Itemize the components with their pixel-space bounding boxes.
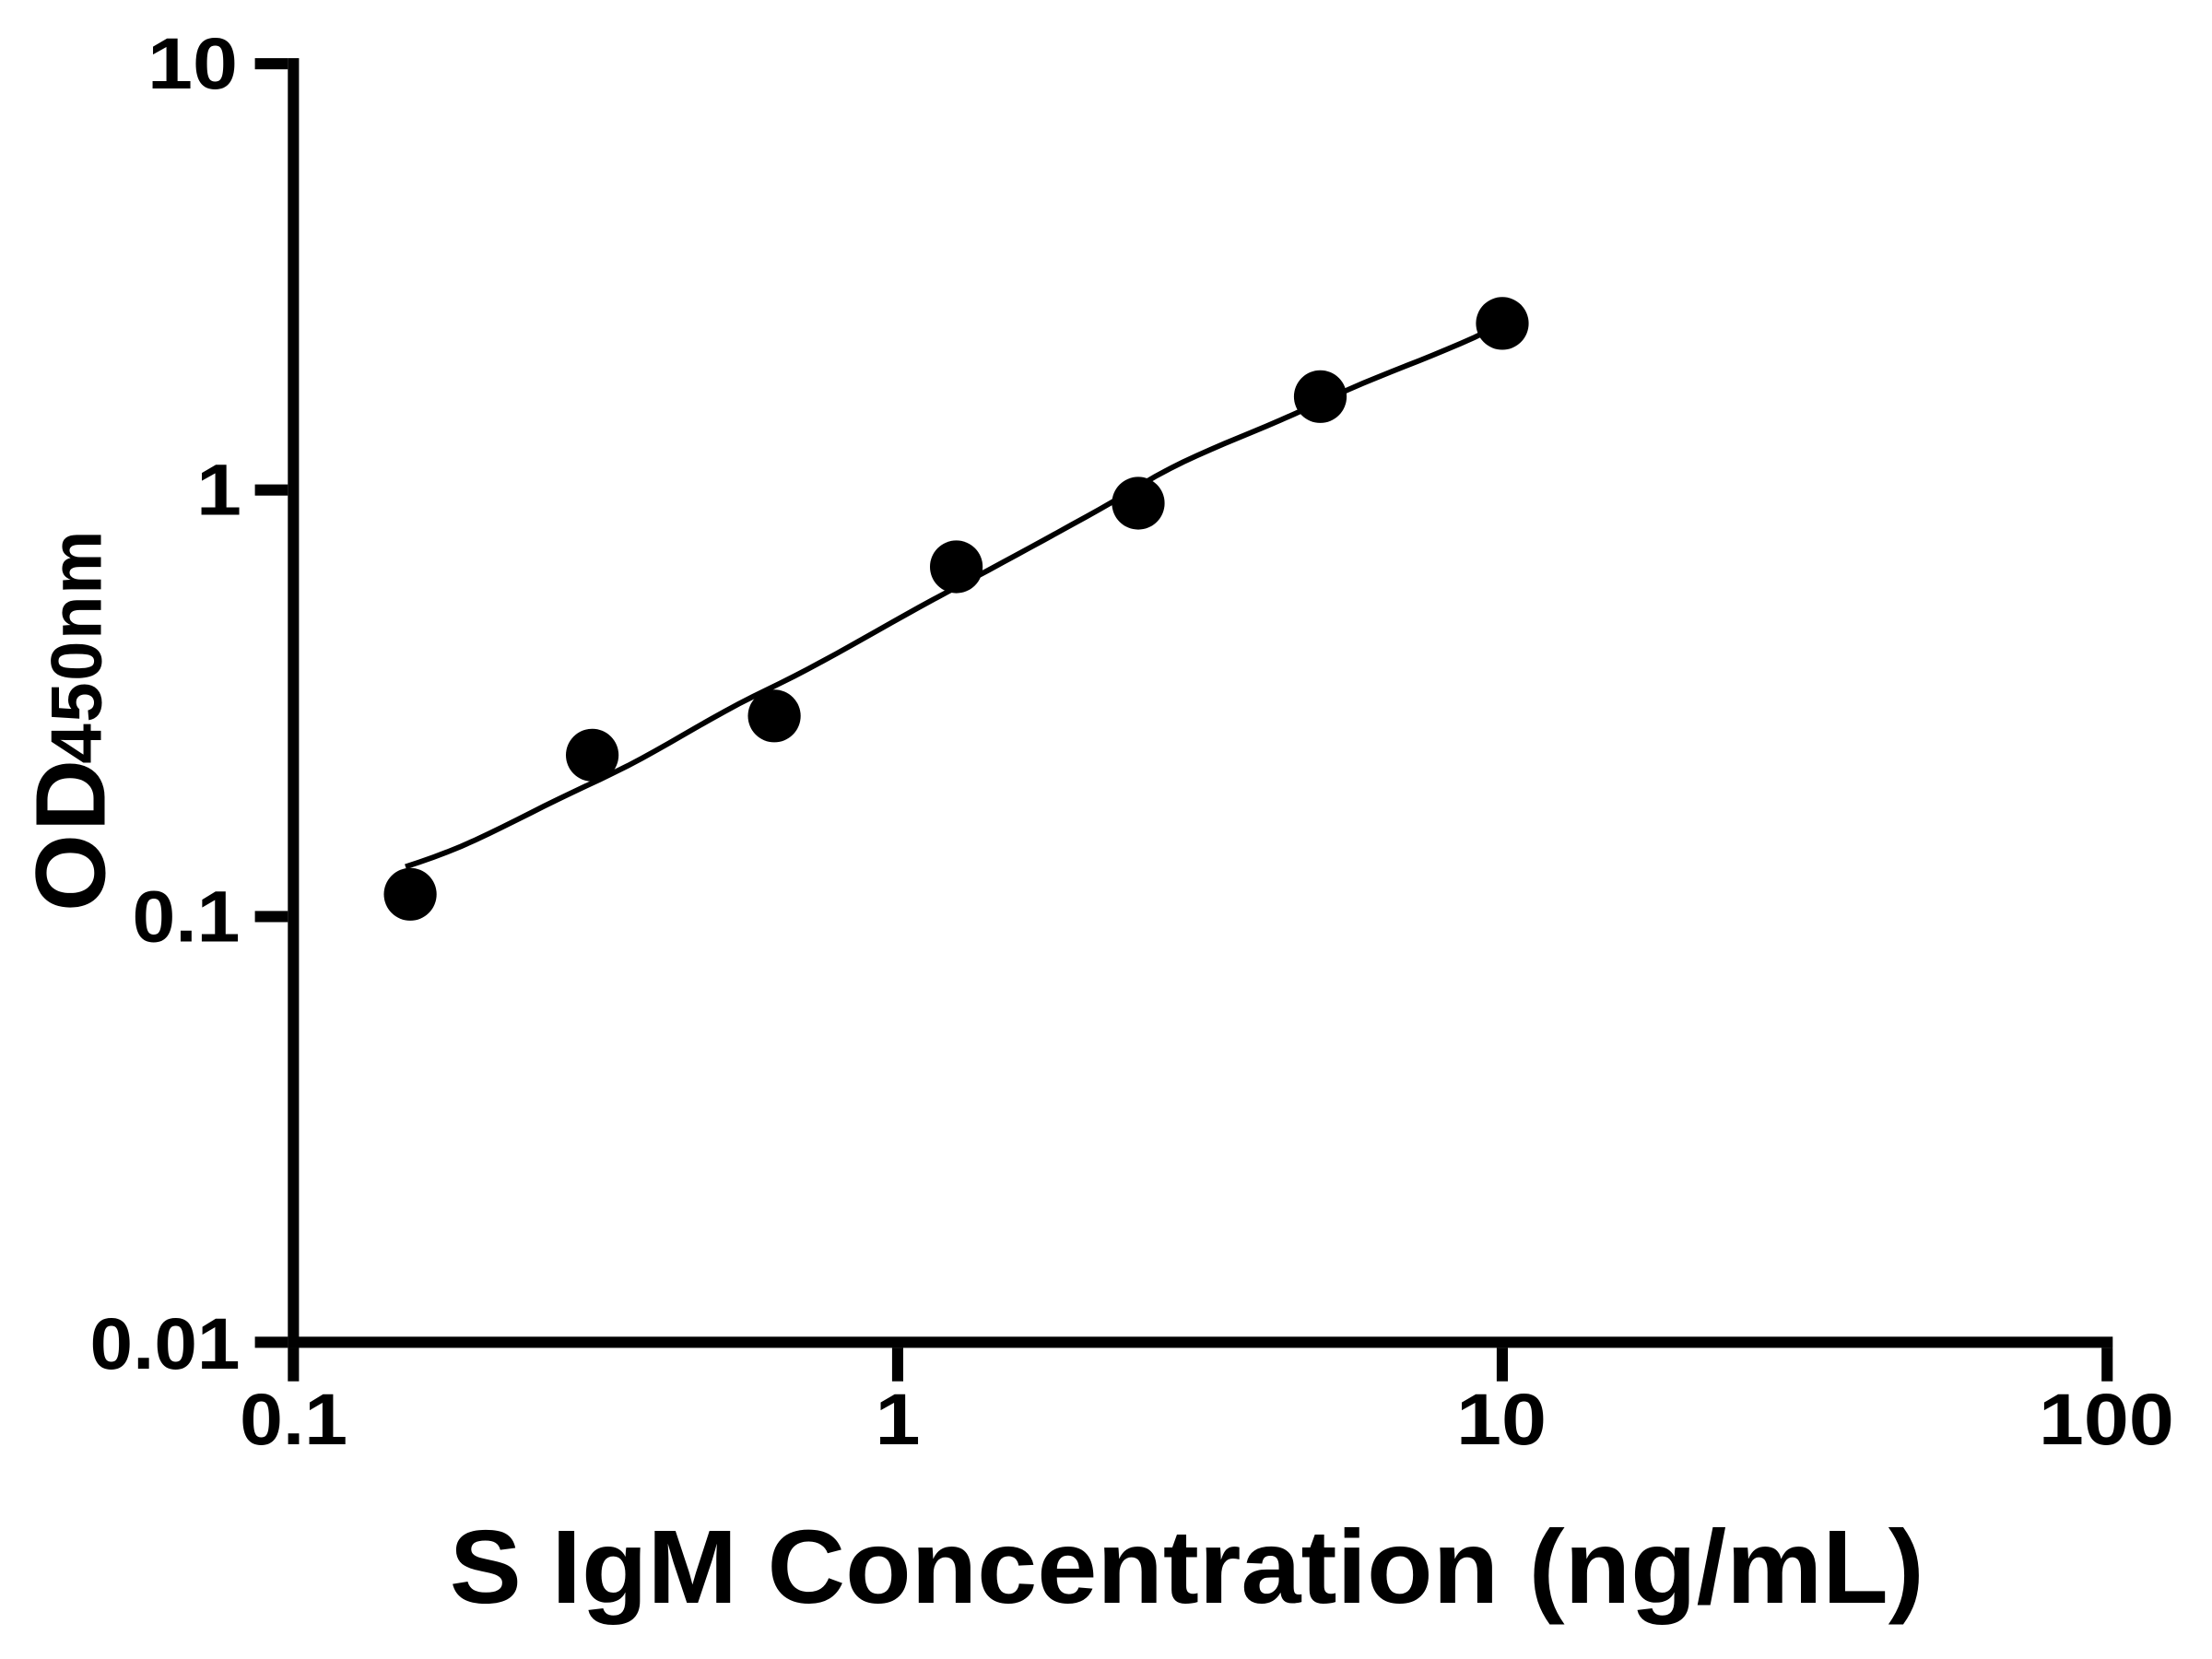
svg-text:0.1: 0.1	[240, 1379, 347, 1460]
svg-text:0.1: 0.1	[133, 877, 241, 958]
svg-text:10: 10	[1456, 1379, 1547, 1460]
svg-text:S IgM Concentration (ng/mL): S IgM Concentration (ng/mL)	[450, 1509, 1924, 1625]
svg-text:100: 100	[2039, 1379, 2174, 1460]
svg-text:1: 1	[196, 450, 241, 531]
svg-text:1: 1	[876, 1379, 921, 1460]
svg-text:10: 10	[147, 23, 238, 104]
svg-text:0.01: 0.01	[90, 1303, 241, 1384]
